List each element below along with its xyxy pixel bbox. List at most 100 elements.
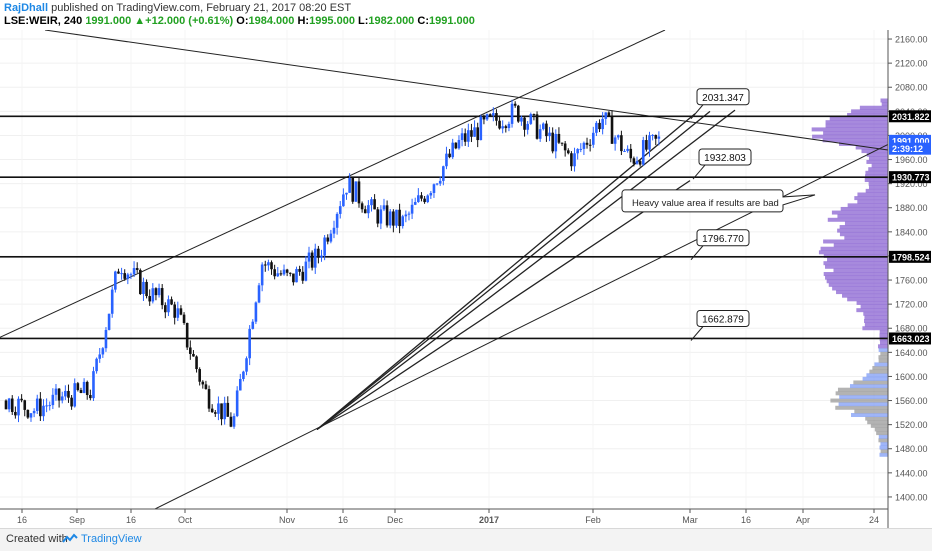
candle-body xyxy=(254,302,258,322)
candle-body xyxy=(45,405,48,407)
plot-area[interactable] xyxy=(0,30,888,509)
y-tick-label: 1760.00 xyxy=(895,276,928,286)
profile-bar xyxy=(868,167,888,172)
trendline xyxy=(316,113,696,430)
candle-body xyxy=(313,248,317,268)
x-tick-label: Dec xyxy=(387,515,404,525)
profile-bar xyxy=(878,347,888,352)
profile-bar xyxy=(837,228,888,233)
profile-bar xyxy=(822,138,888,143)
candle-body xyxy=(476,127,479,141)
profile-bar xyxy=(839,232,888,237)
profile-bar xyxy=(825,120,888,125)
profile-bar xyxy=(844,221,888,226)
candle-body xyxy=(35,398,39,411)
candle-body xyxy=(379,209,383,224)
candle-body xyxy=(142,281,145,294)
candle-body xyxy=(85,381,89,396)
axis-price-label-bg xyxy=(889,142,931,155)
candle-body xyxy=(582,142,586,149)
x-tick-label: 16 xyxy=(741,515,751,525)
profile-bar xyxy=(865,416,888,421)
candle-body xyxy=(57,388,61,401)
axis-price-label: 1991.000 xyxy=(892,136,930,146)
candle-body xyxy=(10,398,14,412)
candle-body xyxy=(635,161,639,164)
profile-bar xyxy=(837,387,888,392)
profile-bar xyxy=(851,109,888,114)
profile-bar xyxy=(879,333,888,338)
candle-body xyxy=(204,384,208,390)
annotation-bubble xyxy=(621,189,816,213)
x-tick-label: 24 xyxy=(869,515,879,525)
candle-body xyxy=(235,390,239,417)
axis-price-label: 1798.524 xyxy=(892,252,930,262)
profile-bar xyxy=(866,152,888,157)
x-tick-label: Apr xyxy=(796,515,810,525)
author-link[interactable]: RajDhall xyxy=(4,2,49,14)
candle-body xyxy=(345,192,348,195)
candle-body xyxy=(129,274,133,276)
axis-price-label-bg xyxy=(889,250,931,263)
candle-body xyxy=(223,402,226,420)
profile-bar xyxy=(827,257,888,262)
candle-body xyxy=(207,389,211,409)
profile-bar xyxy=(856,308,888,313)
candle-body xyxy=(435,183,439,185)
profile-bar xyxy=(865,170,888,175)
tradingview-logo-icon xyxy=(62,533,78,543)
candle-body xyxy=(501,126,504,129)
candle-body xyxy=(645,140,648,150)
tradingview-link[interactable]: TradingView xyxy=(81,533,142,545)
profile-bar xyxy=(823,131,888,136)
candle-body xyxy=(601,118,604,130)
candle-body xyxy=(295,268,298,283)
chart-header: RajDhall published on TradingView.com, F… xyxy=(0,0,932,30)
axis-price-label-bg xyxy=(889,110,931,123)
candle-body xyxy=(326,237,330,242)
y-tick-label: 1920.00 xyxy=(895,179,928,189)
candle-body xyxy=(257,285,261,303)
profile-bar xyxy=(839,225,888,230)
y-tick-label: 1720.00 xyxy=(895,300,928,310)
candle-body xyxy=(432,184,436,193)
candle-body xyxy=(385,205,389,226)
candles xyxy=(4,99,661,429)
y-tick-label: 1880.00 xyxy=(895,203,928,213)
profile-bar xyxy=(844,235,888,240)
candle-body xyxy=(82,381,86,394)
y-tick-label: 1560.00 xyxy=(895,396,928,406)
candle-body xyxy=(570,153,573,167)
candle-body xyxy=(189,347,192,354)
candle-body xyxy=(488,114,492,116)
candle-body xyxy=(338,206,342,214)
time-axis[interactable]: 16 Sep 16 Oct Nov 16 Dec 2017 Feb Mar 16 Apr 24 xyxy=(17,509,879,525)
trendline xyxy=(44,30,888,151)
candle-body xyxy=(573,153,576,167)
x-tick-label: 16 xyxy=(338,515,348,525)
candle-body xyxy=(67,390,70,398)
profile-bar xyxy=(869,369,888,374)
profile-bar xyxy=(818,250,888,255)
candle-body xyxy=(164,305,167,313)
candle-body xyxy=(273,269,276,277)
profile-bar xyxy=(879,452,888,457)
profile-bar xyxy=(854,409,888,414)
candle-body xyxy=(538,129,542,139)
candle-body xyxy=(73,383,77,407)
candle-body xyxy=(282,269,286,275)
candle-body xyxy=(423,198,426,203)
last-price: 1991.000 xyxy=(85,15,132,27)
candle-body xyxy=(354,181,358,202)
high-value: 1995.000 xyxy=(309,15,355,27)
candle-body xyxy=(304,261,308,281)
candle-body xyxy=(463,133,467,142)
profile-bar xyxy=(864,315,888,320)
profile-bar xyxy=(842,293,888,298)
price-chart[interactable]: 2031.347 1932.803 1796.770 1662.879 Heavy va… xyxy=(0,30,932,528)
candle-body xyxy=(598,122,601,130)
price-axis[interactable]: 1400.00 1440.00 1480.00 1520.00 1560.00 1600.… xyxy=(888,35,931,503)
candle-body xyxy=(92,371,95,399)
candle-body xyxy=(554,133,558,152)
candle-body xyxy=(626,148,629,151)
